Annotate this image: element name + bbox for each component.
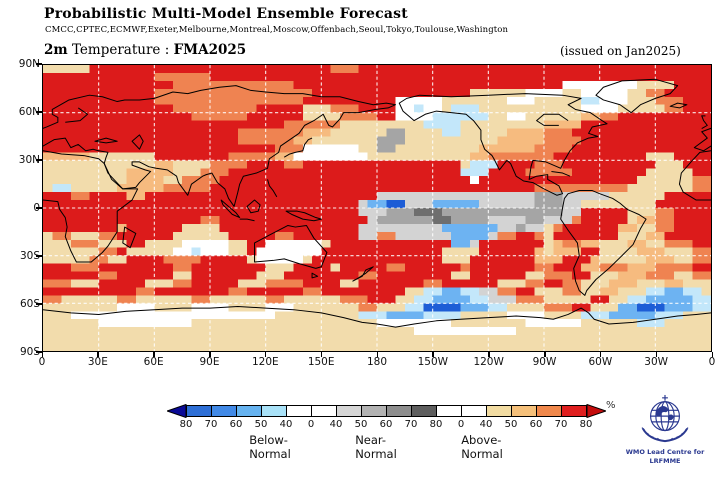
lon-tick-mark	[264, 352, 267, 357]
colorbar-segment	[236, 405, 262, 417]
colorbar-segment	[411, 405, 437, 417]
colorbar-tick-label: 60	[229, 419, 243, 430]
colorbar-segment	[561, 405, 587, 417]
lat-tick-mark	[36, 255, 42, 257]
lat-tick-mark	[36, 351, 42, 353]
colorbar-category-label: Above-Normal	[461, 433, 503, 461]
lon-tick-mark	[544, 352, 546, 357]
colorbar-tick-label: 0	[307, 419, 315, 430]
colorbar-tick-label: 70	[554, 419, 568, 430]
lon-tick-mark	[41, 352, 43, 357]
lon-tick-label: 0	[38, 356, 46, 368]
models-list: CMCC,CPTEC,ECMWF,Exeter,Melbourne,Montre…	[45, 25, 509, 35]
colorbar-segment	[261, 405, 287, 417]
colorbar-category-label: Below-Normal	[249, 433, 291, 461]
colorbar-segment	[486, 405, 512, 417]
subtitle: 2m Temperature : FMA2025	[44, 42, 246, 58]
colorbar-segment	[211, 405, 237, 417]
lon-tick-label: 0	[708, 356, 716, 368]
lon-tick-mark	[711, 352, 713, 357]
lon-tick-label: 150W	[417, 356, 449, 368]
colorbar-tick-label: 80	[179, 419, 193, 430]
lon-tick-label: 120W	[473, 356, 504, 368]
colorbar-segment	[361, 405, 387, 417]
lon-tick-mark	[97, 352, 99, 357]
lat-tick-mark	[36, 111, 42, 113]
lat-tick-mark	[36, 159, 42, 161]
lat-tick-label: 60N	[18, 106, 40, 118]
subtitle-text: Temperature :	[67, 42, 174, 58]
colorbar-right-arrow	[586, 404, 606, 418]
coastlines	[43, 65, 711, 351]
lon-tick-label: 60E	[143, 356, 164, 368]
lat-tick-mark	[36, 207, 42, 209]
logo-line1: WMO Lead Centre for	[625, 448, 705, 456]
percent-label: %	[606, 400, 616, 411]
lon-tick-label: 150E	[307, 356, 335, 368]
colorbar-tick-label: 40	[479, 419, 493, 430]
lon-tick-mark	[655, 352, 658, 357]
colorbar-tick-label: 60	[529, 419, 543, 430]
colorbar-tick-label: 70	[204, 419, 218, 430]
lon-tick-mark	[209, 352, 211, 357]
colorbar-tick-label: 50	[354, 419, 368, 430]
colorbar-tick-label: 70	[404, 419, 418, 430]
colorbar-segment	[536, 405, 562, 417]
lat-tick-mark	[36, 303, 42, 305]
colorbar-tick-label: 80	[579, 419, 593, 430]
lon-tick-label: 60W	[588, 356, 613, 368]
colorbar-tick-label: 60	[379, 419, 393, 430]
wmo-emblem-icon	[641, 394, 689, 443]
lon-tick-label: 180	[366, 356, 388, 368]
colorbar-segment	[511, 405, 537, 417]
subtitle-period: FMA2025	[173, 42, 247, 58]
lat-tick-mark	[36, 63, 42, 65]
colorbar-tick-label: 40	[279, 419, 293, 430]
subtitle-variable: 2m	[44, 42, 68, 58]
colorbar-tick-label: 0	[457, 419, 465, 430]
map-plot	[42, 64, 712, 352]
wmo-logo: WMO Lead Centre for LRFMME	[622, 394, 708, 474]
colorbar-segment	[286, 405, 312, 417]
colorbar-segment	[461, 405, 487, 417]
colorbar-segment	[436, 405, 462, 417]
lon-tick-mark	[432, 352, 434, 357]
colorbar-tick-label: 50	[254, 419, 268, 430]
lat-tick-label: 30N	[18, 154, 40, 166]
lon-tick-label: 120E	[251, 356, 279, 368]
colorbar-category-label: Near-Normal	[355, 433, 397, 461]
colorbar-segment	[386, 405, 412, 417]
colorbar-segment	[186, 405, 212, 417]
colorbar-tick-label: 40	[329, 419, 343, 430]
colorbar-segment	[311, 405, 337, 417]
lon-tick-label: 90W	[532, 356, 557, 368]
logo-line2: LRFMME	[649, 456, 681, 465]
lon-tick-label: 90E	[199, 356, 220, 368]
lon-tick-label: 30E	[87, 356, 108, 368]
colorbar-tick-label: 50	[504, 419, 518, 430]
colorbar-left-arrow	[167, 404, 187, 418]
page-title: Probabilistic Multi-Model Ensemble Forec…	[44, 6, 408, 22]
lon-tick-mark	[376, 352, 378, 357]
colorbar-tick-label: 80	[429, 419, 443, 430]
lat-tick-label: 30S	[19, 250, 40, 262]
lat-tick-label: 90S	[19, 346, 40, 358]
lon-tick-label: 30W	[644, 356, 669, 368]
issued-label: (issued on Jan2025)	[560, 44, 681, 58]
lon-tick-mark	[153, 352, 155, 357]
lon-tick-mark	[488, 352, 490, 357]
lat-tick-label: 60S	[19, 298, 40, 310]
colorbar-segment	[336, 405, 362, 417]
lon-tick-mark	[599, 352, 602, 357]
lon-tick-mark	[320, 352, 323, 357]
lat-tick-label: 90N	[18, 58, 40, 70]
